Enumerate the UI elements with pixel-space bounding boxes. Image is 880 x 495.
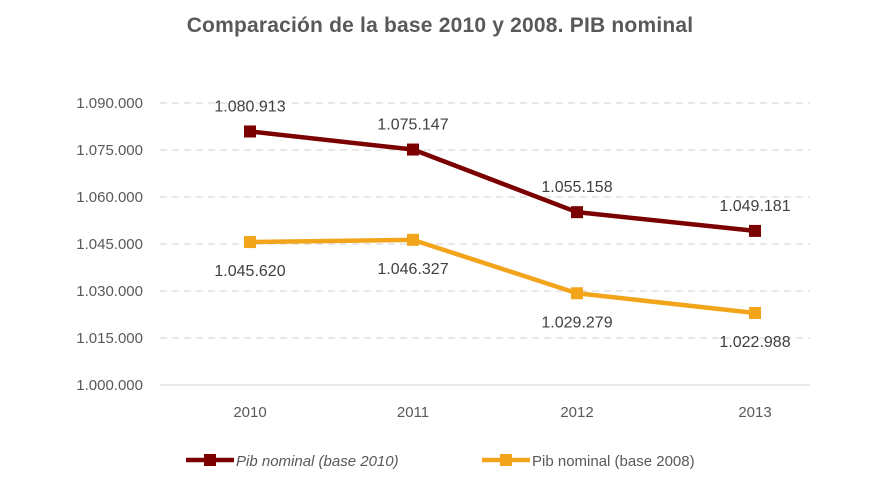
y-tick-label: 1.030.000 <box>76 283 143 300</box>
legend-label: Pib nominal (base 2008) <box>532 453 695 470</box>
x-tick-label: 2012 <box>560 404 593 421</box>
series-group <box>244 125 761 319</box>
x-tick-label: 2013 <box>738 404 771 421</box>
data-point-marker <box>407 233 419 246</box>
data-label: 1.080.913 <box>214 98 285 115</box>
gridlines <box>160 102 810 386</box>
data-label: 1.049.181 <box>719 198 790 215</box>
legend-item: Pib nominal (base 2010) <box>186 453 399 470</box>
x-tick-label: 2011 <box>397 404 429 421</box>
series-base-2010 <box>244 125 761 237</box>
y-axis-tick-labels: 1.000.000 1.015.000 1.030.000 1.045.000 1.06… <box>76 95 143 394</box>
chart-title: Comparación de la base 2010 y 2008. PIB … <box>186 14 694 37</box>
data-point-marker <box>571 287 583 300</box>
series-line <box>247 129 758 234</box>
series-line <box>247 237 758 316</box>
data-label: 1.022.988 <box>719 334 790 351</box>
data-label: 1.075.147 <box>377 117 448 134</box>
data-label: 1.055.158 <box>541 179 612 196</box>
data-point-marker <box>244 236 256 249</box>
data-label: 1.029.279 <box>541 314 612 331</box>
data-point-marker <box>407 143 419 156</box>
x-tick-label: 2010 <box>233 404 266 421</box>
data-point-marker <box>749 224 761 237</box>
y-tick-label: 1.045.000 <box>76 236 143 253</box>
y-tick-label: 1.090.000 <box>76 95 143 112</box>
data-point-marker <box>749 306 761 319</box>
data-label: 1.046.327 <box>377 261 448 278</box>
data-point-marker <box>244 125 256 138</box>
data-point-marker <box>571 206 583 219</box>
legend-item: Pib nominal (base 2008) <box>482 453 695 470</box>
data-label: 1.045.620 <box>214 263 285 280</box>
y-tick-label: 1.075.000 <box>76 142 143 159</box>
y-tick-label: 1.060.000 <box>76 189 143 206</box>
legend-label: Pib nominal (base 2010) <box>236 453 399 470</box>
data-labels: 1.080.913 1.075.147 1.055.158 1.049.181 1.04… <box>214 98 790 350</box>
legend-marker <box>500 454 512 466</box>
x-axis-tick-labels: 2010 2011 2012 2013 <box>233 404 771 421</box>
legend-marker <box>204 454 216 466</box>
legend: Pib nominal (base 2010) Pib nominal (base… <box>186 453 695 470</box>
y-tick-label: 1.015.000 <box>76 330 143 347</box>
y-tick-label: 1.000.000 <box>76 377 143 394</box>
series-base-2008 <box>244 233 761 319</box>
